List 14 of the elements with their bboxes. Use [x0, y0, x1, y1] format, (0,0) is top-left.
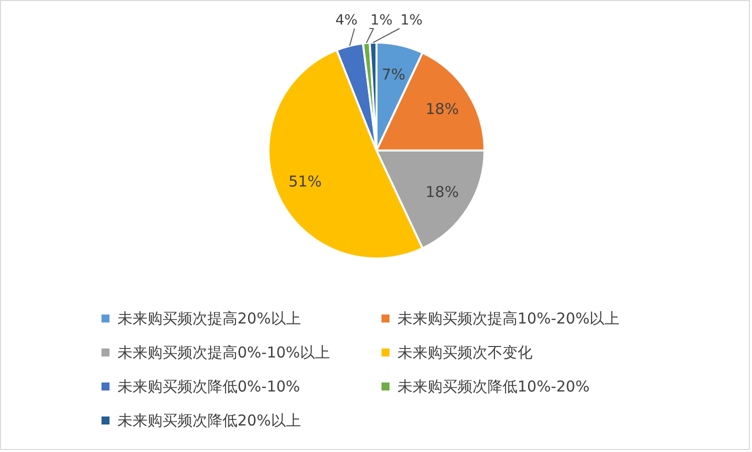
data-label: 1% [370, 12, 393, 28]
legend-label: 未来购买频次提高0%-10%以上 [118, 344, 330, 362]
data-label: 7% [382, 66, 406, 84]
data-label: 18% [425, 183, 459, 202]
legend-label: 未来购买频次提高20%以上 [118, 310, 301, 328]
data-label: 1% [400, 12, 423, 28]
legend-label: 未来购买频次不变化 [398, 344, 532, 362]
legend-label: 未来购买频次降低0%-10% [118, 378, 300, 396]
data-label: 18% [425, 100, 459, 118]
data-label: 4% [335, 12, 358, 28]
legend-label: 未来购买频次提高10%-20%以上 [398, 310, 620, 328]
legend-label: 未来购买频次降低10%-20% [398, 378, 590, 396]
legend-label: 未来购买频次降低20%以上 [118, 412, 301, 430]
data-label: 51% [288, 172, 322, 190]
